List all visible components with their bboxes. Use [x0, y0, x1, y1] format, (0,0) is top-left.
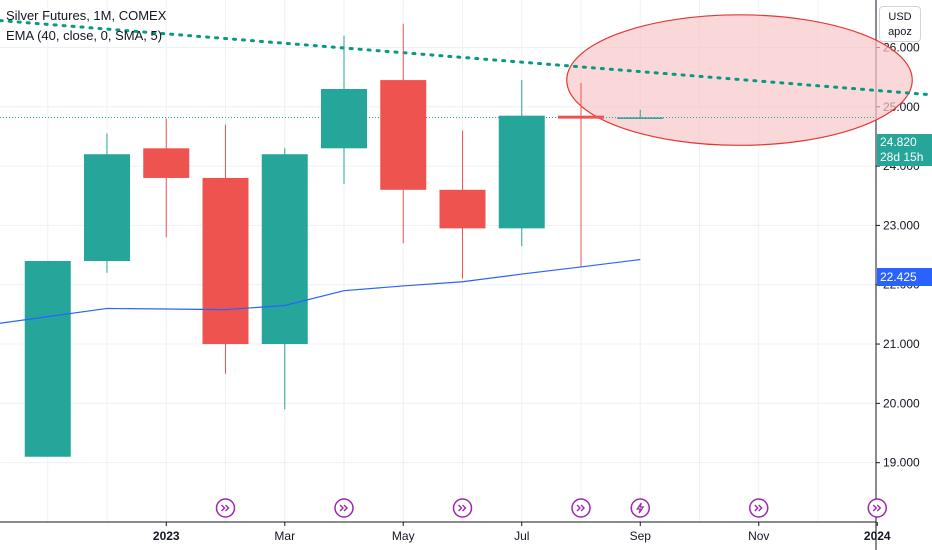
candle-body-up[interactable] — [617, 117, 664, 119]
candle-body-up[interactable] — [24, 261, 71, 457]
y-tick-label: 21.000 — [883, 337, 920, 351]
arrow-right-circle-icon[interactable] — [334, 498, 354, 518]
arrow-right-circle-icon[interactable] — [867, 498, 887, 518]
candle-body-up[interactable] — [261, 154, 308, 345]
indicator-label[interactable]: EMA (40, close, 0, SMA, 5) — [6, 28, 163, 43]
arrow-glyph — [872, 504, 882, 512]
candle-body-down[interactable] — [439, 189, 486, 229]
candle-body-down[interactable] — [558, 115, 604, 119]
arrow-right-circle-icon[interactable] — [749, 498, 769, 518]
candle-body-down[interactable] — [143, 148, 190, 178]
last-price-value: 24.820 — [880, 135, 917, 149]
highlight-ellipse[interactable] — [566, 14, 913, 146]
chart-legend: Silver Futures, 1M, COMEX EMA (40, close… — [6, 6, 166, 46]
arrow-glyph — [221, 504, 230, 512]
x-tick-label: Sep — [630, 529, 652, 543]
trendline-dotted[interactable] — [0, 15, 932, 97]
x-tick-label: Jul — [514, 529, 529, 543]
last-price-tag: 24.820 28d 15h — [877, 134, 932, 166]
candle-body-down[interactable] — [202, 177, 249, 345]
x-tick-label: Nov — [748, 529, 769, 543]
bar-countdown: 28d 15h — [880, 150, 924, 164]
y-tick-label: 20.000 — [883, 396, 920, 410]
y-tick-label: 19.000 — [883, 456, 920, 470]
arrow-glyph — [754, 504, 763, 512]
x-tick-label: 2023 — [153, 529, 180, 543]
candle-body-up[interactable] — [84, 154, 130, 261]
arrow-glyph — [458, 504, 467, 512]
candle-body-up[interactable] — [321, 88, 367, 149]
arrow-glyph — [576, 504, 585, 512]
ema-price-value: 22.425 — [880, 270, 917, 284]
x-tick-label: 2024 — [864, 529, 891, 543]
arrow-glyph — [339, 504, 348, 512]
y-tick-label: 23.000 — [883, 218, 920, 232]
x-tick-label: May — [392, 529, 415, 543]
candle-body-down[interactable] — [380, 80, 427, 190]
arrow-right-circle-icon[interactable] — [452, 498, 473, 518]
currency-button[interactable]: USD apoz — [879, 6, 921, 42]
symbol-title: Silver Futures, 1M, COMEX — [6, 8, 167, 23]
lightning-glyph — [636, 502, 645, 514]
ema-line[interactable] — [0, 258, 641, 324]
currency-code: USD — [888, 11, 912, 23]
candle-body-up[interactable] — [498, 115, 545, 229]
arrow-right-circle-icon[interactable] — [571, 498, 591, 518]
lightning-circle-icon[interactable] — [630, 498, 650, 518]
scale-mode: apoz — [888, 26, 912, 38]
arrow-right-circle-icon[interactable] — [215, 498, 236, 518]
x-tick-label: Mar — [274, 529, 295, 543]
ema-price-tag: 22.425 — [877, 268, 932, 286]
